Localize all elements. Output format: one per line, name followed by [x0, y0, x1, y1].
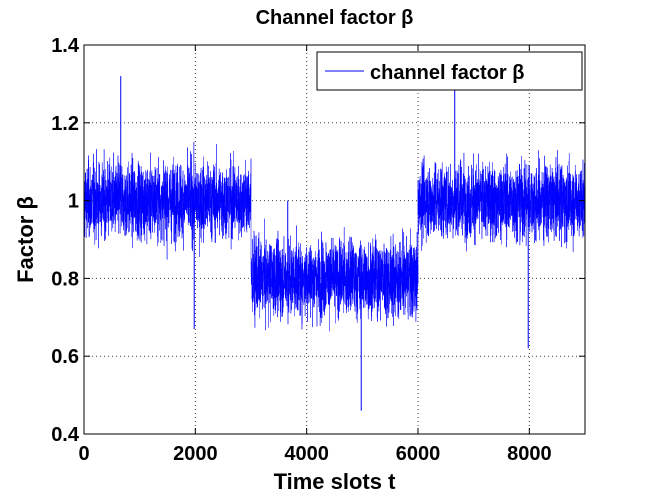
y-axis-label: Factor β	[13, 196, 38, 283]
x-axis-label: Time slots t	[274, 469, 397, 494]
x-tick-label: 0	[78, 443, 89, 465]
y-tick-label: 1.4	[51, 35, 80, 57]
legend-entry-label: channel factor β	[370, 62, 524, 84]
tick-labels: 0 2000 4000 6000 8000 0.4 0.6 0.8 1 1.2 1.4	[51, 35, 551, 465]
y-tick-label: 0.6	[51, 346, 79, 368]
x-tick-label: 4000	[284, 443, 329, 465]
ticks	[83, 44, 585, 435]
chart-title: Channel factor β	[256, 7, 414, 29]
x-tick-label: 6000	[396, 443, 441, 465]
y-tick-label: 1.2	[51, 113, 79, 135]
plot-frame	[83, 44, 586, 435]
plot-area	[84, 45, 585, 434]
legend: channel factor β	[316, 51, 583, 91]
grid	[84, 45, 585, 434]
x-tick-label: 8000	[507, 443, 552, 465]
series-line	[83, 141, 586, 332]
y-tick-label: 1	[68, 191, 79, 213]
y-tick-label: 0.4	[51, 424, 80, 446]
y-tick-label: 0.8	[51, 268, 79, 290]
x-tick-label: 2000	[173, 443, 218, 465]
series-layer	[83, 76, 586, 411]
